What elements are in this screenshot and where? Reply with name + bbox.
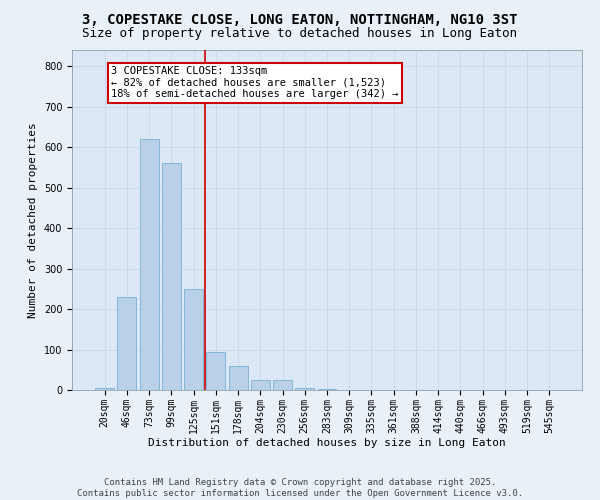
X-axis label: Distribution of detached houses by size in Long Eaton: Distribution of detached houses by size … [148, 438, 506, 448]
Bar [251, 380, 270, 390]
Text: 3 COPESTAKE CLOSE: 133sqm
← 82% of detached houses are smaller (1,523)
18% of se: 3 COPESTAKE CLOSE: 133sqm ← 82% of detac… [112, 66, 399, 100]
Bar [229, 366, 248, 390]
Bar [273, 380, 292, 390]
Bar [95, 388, 114, 390]
Text: Size of property relative to detached houses in Long Eaton: Size of property relative to detached ho… [83, 28, 517, 40]
Text: 3, COPESTAKE CLOSE, LONG EATON, NOTTINGHAM, NG10 3ST: 3, COPESTAKE CLOSE, LONG EATON, NOTTINGH… [82, 12, 518, 26]
Bar [206, 352, 225, 390]
Text: Contains HM Land Registry data © Crown copyright and database right 2025.
Contai: Contains HM Land Registry data © Crown c… [77, 478, 523, 498]
Bar [295, 388, 314, 390]
Bar [317, 389, 337, 390]
Bar [162, 164, 181, 390]
Bar [140, 139, 158, 390]
Bar [184, 289, 203, 390]
Bar [118, 297, 136, 390]
Y-axis label: Number of detached properties: Number of detached properties [28, 122, 38, 318]
